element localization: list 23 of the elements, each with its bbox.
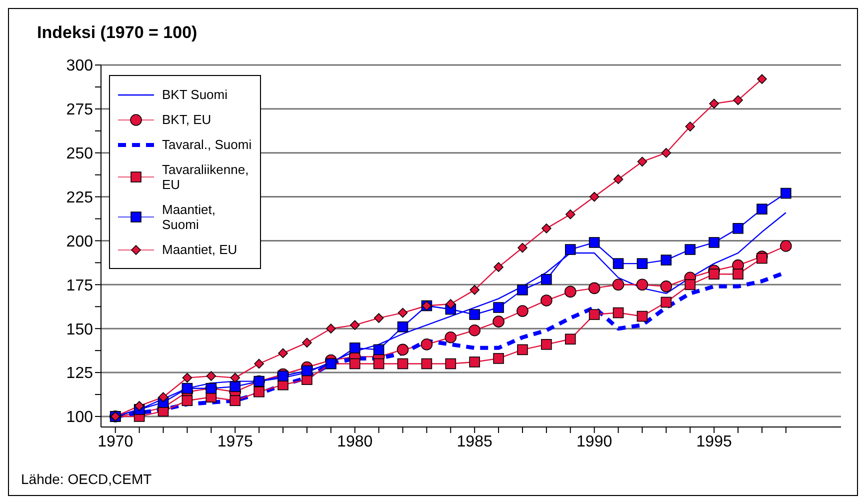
y-tick-label: 300 bbox=[66, 58, 94, 75]
legend-label: Tavaraliikenne, EU bbox=[162, 162, 250, 192]
legend-label: Maantiet, Suomi bbox=[162, 202, 216, 232]
y-tick-label: 250 bbox=[66, 146, 94, 163]
x-tick-label: 1985 bbox=[456, 433, 492, 450]
y-tick-label: 125 bbox=[66, 365, 94, 382]
y-tick-label: 150 bbox=[66, 321, 94, 338]
y-tick-label: 275 bbox=[66, 102, 94, 119]
x-tick-label: 1980 bbox=[337, 433, 373, 450]
legend-label: Maantiet, EU bbox=[162, 242, 238, 257]
y-tick-label: 200 bbox=[66, 233, 94, 250]
legend-label: BKT Suomi bbox=[162, 87, 228, 102]
chart-title: Indeksi (1970 = 100) bbox=[37, 23, 198, 43]
y-tick-label: 175 bbox=[66, 277, 94, 294]
x-tick-label: 1970 bbox=[98, 433, 134, 450]
y-tick-label: 100 bbox=[66, 409, 94, 426]
legend-label: BKT, EU bbox=[162, 112, 212, 127]
text: Lähde: OECD,CEMT bbox=[21, 471, 152, 487]
legend-label: Tavaral., Suomi bbox=[162, 137, 252, 152]
x-tick-label: 1990 bbox=[576, 433, 612, 450]
x-tick-label: 1975 bbox=[217, 433, 254, 450]
x-tick-label: 1995 bbox=[696, 433, 732, 450]
y-tick-label: 225 bbox=[66, 189, 94, 206]
